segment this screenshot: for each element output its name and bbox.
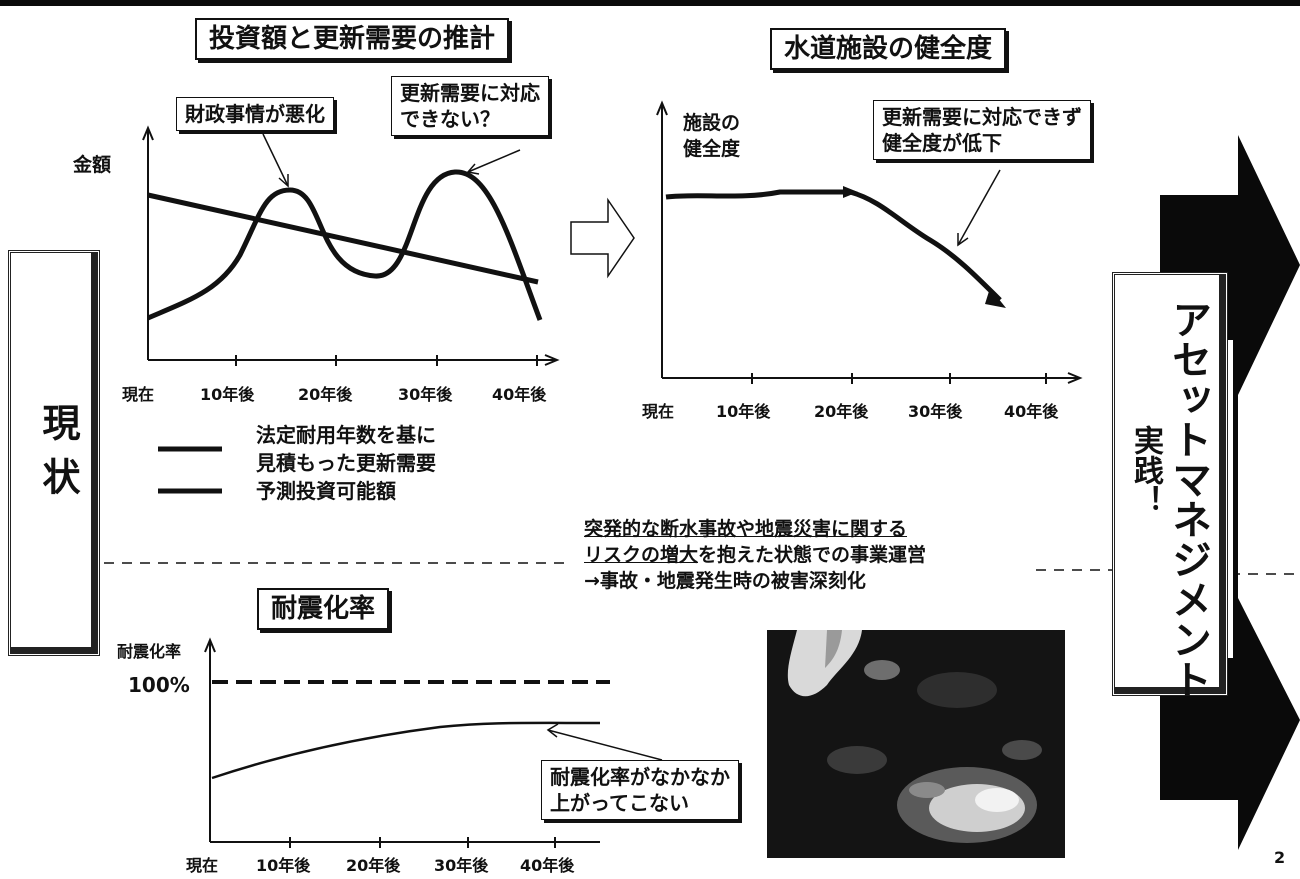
right-chart-title: 水道施設の健全度 bbox=[770, 28, 1007, 70]
right-ylabel-line2: 健全度 bbox=[683, 138, 741, 160]
callout-renewal: 更新需要に対応 できない？ bbox=[391, 76, 549, 136]
seismic-xtick-4: 40年後 bbox=[520, 856, 575, 875]
seismic-xtick-1: 10年後 bbox=[256, 856, 311, 875]
callout-seismic: 耐震化率がなかなか 上がってこない bbox=[541, 760, 739, 820]
right-chart-ylabel: 施設の 健全度 bbox=[683, 110, 740, 162]
status-frame: 現状 bbox=[8, 250, 100, 656]
right-xtick-1: 10年後 bbox=[716, 402, 771, 421]
callout-seismic-line1: 耐震化率がなかなか bbox=[550, 765, 730, 789]
hollow-arrow bbox=[570, 197, 635, 279]
left-xtick-2: 20年後 bbox=[298, 385, 353, 404]
risk-line1: 突発的な断水事故や地震災害に関する bbox=[584, 516, 926, 542]
right-xtick-0: 現在 bbox=[642, 402, 675, 421]
investment-line bbox=[147, 192, 539, 285]
seismic-xtick-2: 20年後 bbox=[346, 856, 401, 875]
callout-renewal-line2: できない？ bbox=[400, 107, 500, 131]
seismic-100-label: 100% bbox=[128, 673, 190, 697]
top-bar bbox=[0, 0, 1300, 6]
right-chart-callout-arrow bbox=[957, 169, 1001, 247]
renewal-demand-curve bbox=[147, 169, 543, 321]
left-xtick-1: 10年後 bbox=[200, 385, 255, 404]
left-xtick-0: 現在 bbox=[122, 385, 155, 404]
left-chart-title: 投資額と更新需要の推計 bbox=[195, 18, 510, 60]
callout-health-drop: 更新需要に対応できず 健全度が低下 bbox=[873, 100, 1091, 160]
seismic-chart-title: 耐震化率 bbox=[257, 588, 390, 630]
right-xtick-4: 40年後 bbox=[1004, 402, 1059, 421]
asset-management-sub: 実践！ bbox=[1128, 425, 1163, 515]
seismic-xtick-0: 現在 bbox=[186, 856, 219, 875]
legend-renewal-text: 法定耐用年数を基に 見積もった更新需要 bbox=[256, 421, 436, 477]
health-flat-arrowhead bbox=[843, 186, 858, 198]
risk-line1-text: 突発的な断水事故や地震災害に関する bbox=[584, 518, 908, 540]
asset-management-main: アセットマネジメント bbox=[1165, 299, 1211, 699]
legend-investment-text: 予測投資可能額 bbox=[256, 479, 396, 503]
seismic-callout-arrow bbox=[546, 723, 663, 761]
callout-renewal-line1: 更新需要に対応 bbox=[400, 81, 540, 105]
earthquake-damage-photo bbox=[767, 630, 1065, 858]
health-curve-arrowhead bbox=[985, 288, 1006, 308]
right-ylabel-line1: 施設の bbox=[683, 112, 741, 134]
left-chart-axes bbox=[142, 125, 560, 366]
callout-seismic-line2: 上がってこない bbox=[550, 791, 689, 815]
seismic-curve bbox=[211, 721, 601, 780]
seismic-ylabel: 耐震化率 bbox=[117, 642, 182, 661]
left-xtick-4: 40年後 bbox=[492, 385, 547, 404]
risk-line2-underlined: リスクの増大 bbox=[584, 544, 699, 566]
legend-renewal-line2: 見積もった更新需要 bbox=[256, 451, 436, 475]
page-number: 2 bbox=[1274, 848, 1286, 867]
seismic-xtick-3: 30年後 bbox=[434, 856, 489, 875]
left-xtick-3: 30年後 bbox=[398, 385, 453, 404]
right-chart-axes bbox=[656, 100, 1083, 384]
left-chart-arrows bbox=[262, 133, 521, 188]
legend-renewal-line1: 法定耐用年数を基に bbox=[256, 423, 436, 447]
health-curve bbox=[665, 189, 1002, 302]
right-xtick-3: 30年後 bbox=[908, 402, 963, 421]
callout-health-line1: 更新需要に対応できず bbox=[882, 105, 1082, 129]
risk-text: 突発的な断水事故や地震災害に関する リスクの増大を抱えた状態での事業運営 →事故… bbox=[584, 516, 926, 594]
callout-health-line2: 健全度が低下 bbox=[882, 131, 1002, 155]
seismic-chart-axes bbox=[204, 637, 600, 848]
status-label: 現状 bbox=[36, 403, 80, 511]
callout-finance: 財政事情が悪化 bbox=[176, 97, 334, 131]
risk-line2-rest: を抱えた状態での事業運営 bbox=[698, 544, 927, 566]
risk-line3: →事故・地震発生時の被害深刻化 bbox=[584, 570, 866, 592]
right-xtick-2: 20年後 bbox=[814, 402, 869, 421]
asset-management-frame: アセットマネジメント 実践！ bbox=[1112, 272, 1228, 699]
left-chart-ylabel: 金額 bbox=[73, 154, 112, 176]
risk-line2: リスクの増大を抱えた状態での事業運営 bbox=[584, 542, 926, 568]
